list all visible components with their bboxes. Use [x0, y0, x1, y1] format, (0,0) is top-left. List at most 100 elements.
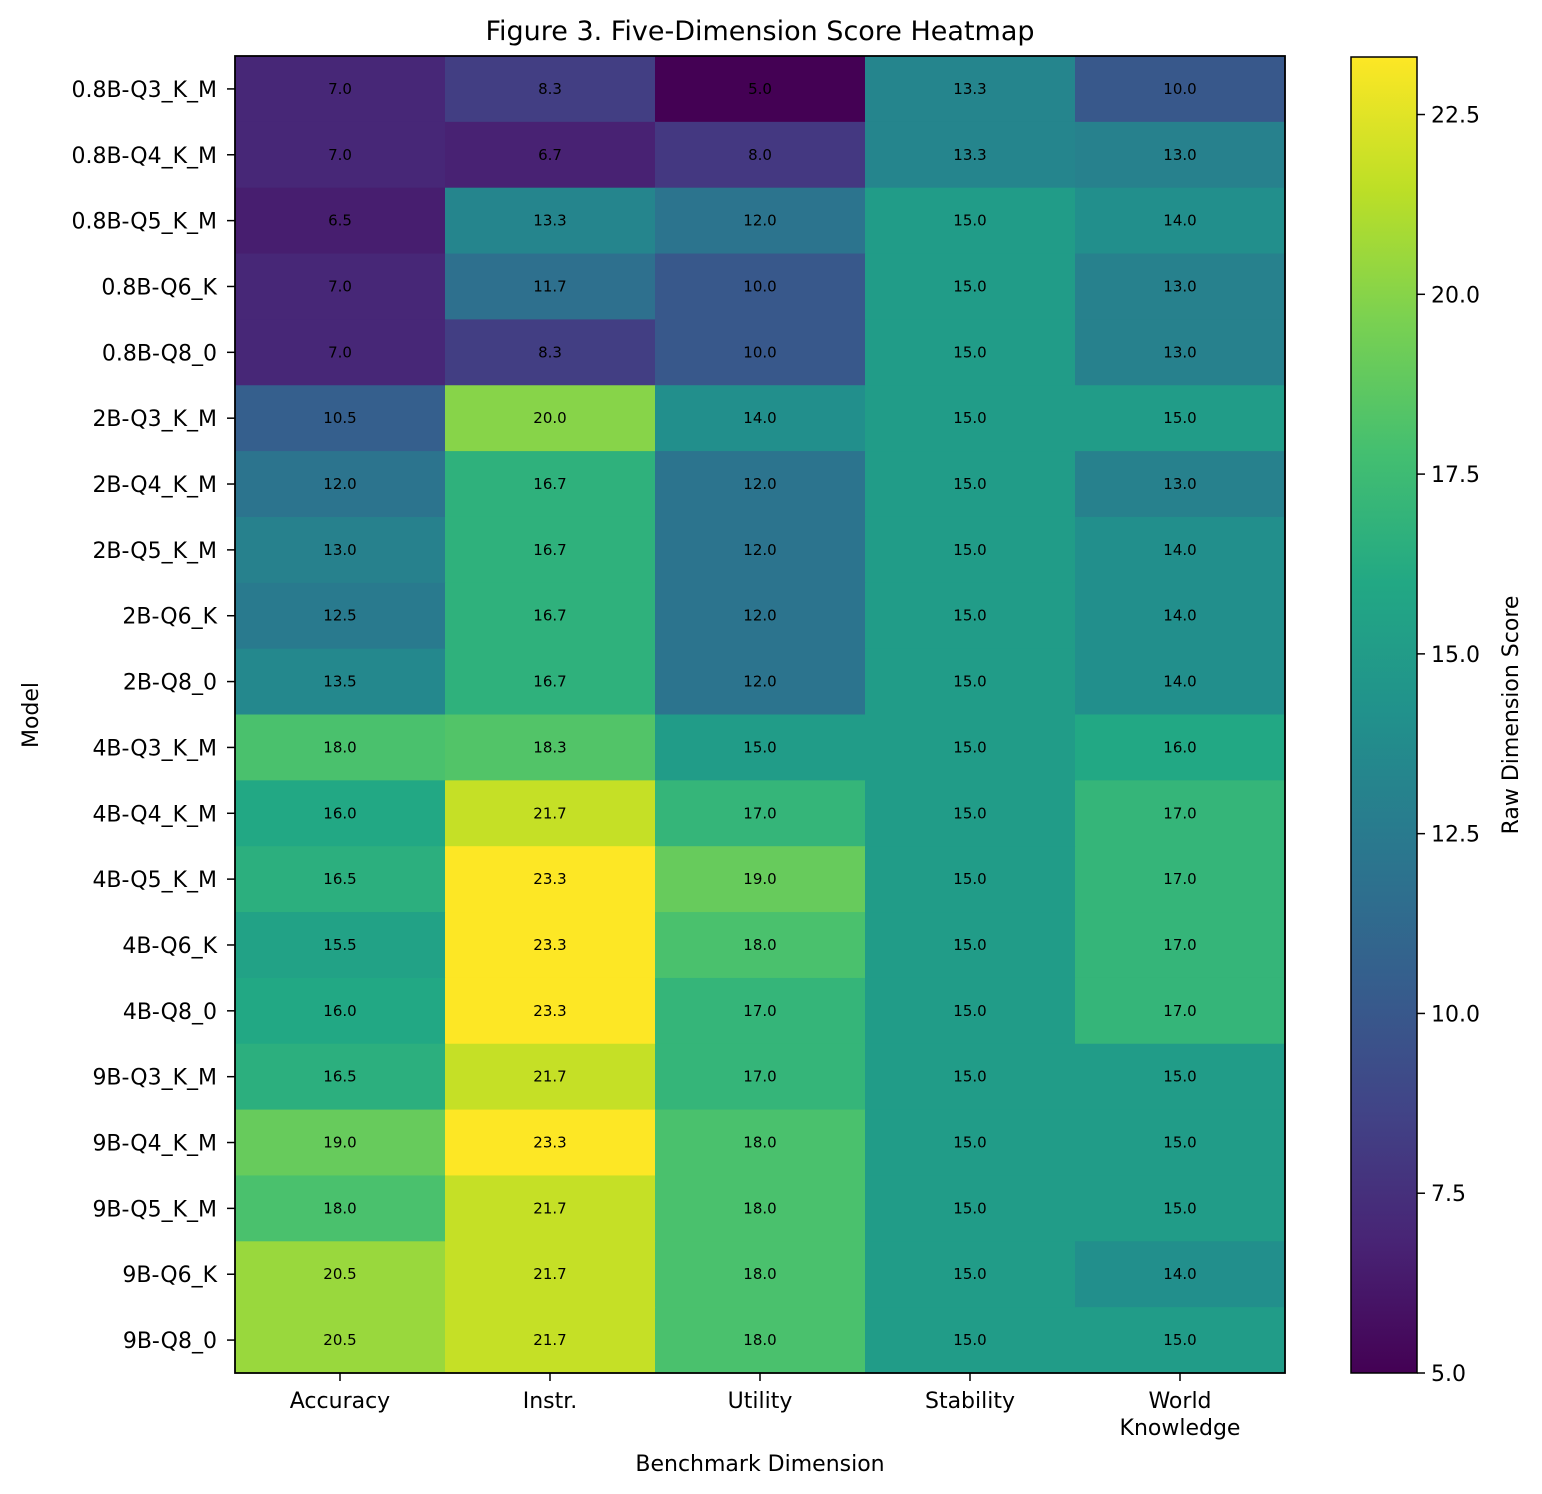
- heatmap-cell: [1075, 582, 1286, 650]
- heatmap-cell: [865, 56, 1076, 123]
- cell-value-label: 14.0: [1163, 607, 1196, 625]
- cell-value-label: 15.0: [953, 212, 986, 230]
- cell-value-label: 12.0: [743, 212, 776, 230]
- heatmap-cell: [235, 56, 446, 123]
- cell-value-label: 18.0: [743, 1265, 776, 1283]
- y-tick-label: 2B-Q8_0: [123, 671, 217, 696]
- cell-value-label: 10.0: [743, 277, 776, 295]
- cell-value-label: 12.5: [323, 607, 356, 625]
- cell-value-label: 7.0: [328, 146, 352, 164]
- cell-value-label: 13.3: [953, 80, 986, 98]
- heatmap-cell: [865, 912, 1076, 979]
- cell-value-label: 12.0: [743, 607, 776, 625]
- y-axis-label: Model: [19, 682, 44, 748]
- heatmap-cell: [235, 977, 446, 1045]
- cell-value-label: 18.3: [533, 738, 566, 756]
- colorbar-tick-label: 22.5: [1431, 104, 1480, 129]
- x-axis-ticks: Accuracy Instr. Utility Stability World Knowl…: [290, 1373, 1240, 1441]
- cell-value-label: 15.0: [953, 607, 986, 625]
- cell-value-label: 18.0: [743, 1134, 776, 1152]
- heatmap-cell: [1075, 385, 1286, 452]
- heatmap-cell: [235, 385, 446, 452]
- heatmap-cell: [445, 187, 656, 255]
- cell-value-label: 13.0: [1163, 475, 1196, 493]
- heatmap-cell: [445, 516, 656, 584]
- y-tick-label: 2B-Q3_K_M: [92, 407, 217, 432]
- cell-value-label: 16.0: [1163, 738, 1196, 756]
- cell-value-label: 13.0: [1163, 343, 1196, 361]
- x-tick-label: Accuracy: [290, 1389, 390, 1414]
- heatmap-cell: [1075, 714, 1286, 781]
- cell-value-label: 19.0: [323, 1134, 356, 1152]
- heatmap-cell: [1075, 319, 1286, 386]
- cell-value-label: 23.3: [533, 1134, 566, 1152]
- heatmap-cell: [235, 1241, 446, 1308]
- y-tick-label: 4B-Q8_0: [123, 1000, 217, 1025]
- heatmap-cell: [1075, 912, 1286, 979]
- heatmap-cell: [235, 516, 446, 584]
- cell-value-label: 19.0: [743, 870, 776, 888]
- cell-value-label: 15.0: [953, 1068, 986, 1086]
- heatmap-cell: [655, 516, 866, 584]
- cell-value-label: 14.0: [1163, 673, 1196, 691]
- cell-value-label: 5.0: [748, 80, 772, 98]
- heatmap-cell: [445, 319, 656, 386]
- heatmap-cell: [655, 187, 866, 255]
- cell-value-label: 14.0: [1163, 212, 1196, 230]
- heatmap-cell: [235, 451, 446, 518]
- heatmap-cell: [865, 121, 1076, 189]
- heatmap-cell: [1075, 1307, 1286, 1374]
- heatmap-cell: [1075, 1043, 1286, 1111]
- heatmap-cell: [655, 253, 866, 320]
- heatmap-cell: [445, 582, 656, 650]
- heatmap-cells: 7.0 8.3 5.0 13.3 10.0 7.0 6.7 8.0 13.3 13.0 6.5 13.…: [235, 56, 1286, 1374]
- cell-value-label: 16.7: [533, 541, 566, 559]
- cell-value-label: 15.0: [953, 475, 986, 493]
- heatmap-cell: [655, 56, 866, 123]
- cell-value-label: 17.0: [743, 804, 776, 822]
- heatmap-cell: [445, 780, 656, 847]
- cell-value-label: 16.5: [323, 1068, 356, 1086]
- cell-value-label: 7.0: [328, 343, 352, 361]
- colorbar-ticks: 5.0 7.5 10.0 12.5 15.0 17.5 20.0 22.5: [1417, 104, 1480, 1387]
- cell-value-label: 15.0: [743, 738, 776, 756]
- heatmap-cell: [235, 1307, 446, 1374]
- cell-value-label: 12.0: [743, 541, 776, 559]
- heatmap-cell: [655, 1175, 866, 1242]
- heatmap-cell: [865, 319, 1076, 386]
- heatmap-cell: [235, 846, 446, 913]
- colorbar-tick-label: 20.0: [1431, 283, 1480, 308]
- heatmap-cell: [445, 1307, 656, 1374]
- heatmap-cell: [655, 1043, 866, 1111]
- heatmap-cell: [235, 187, 446, 255]
- y-tick-label: 9B-Q3_K_M: [92, 1066, 217, 1091]
- cell-value-label: 17.0: [1163, 870, 1196, 888]
- cell-value-label: 13.0: [1163, 146, 1196, 164]
- y-tick-label: 0.8B-Q5_K_M: [71, 210, 217, 235]
- y-tick-label: 0.8B-Q3_K_M: [71, 78, 217, 103]
- cell-value-label: 17.0: [743, 1068, 776, 1086]
- heatmap-cell: [235, 253, 446, 320]
- cell-value-label: 6.5: [328, 212, 352, 230]
- cell-value-label: 16.5: [323, 870, 356, 888]
- cell-value-label: 7.0: [328, 277, 352, 295]
- heatmap-cell: [235, 1043, 446, 1111]
- heatmap-cell: [235, 1175, 446, 1242]
- x-tick-label: Utility: [728, 1389, 793, 1414]
- heatmap-cell: [235, 912, 446, 979]
- heatmap-cell: [655, 582, 866, 650]
- cell-value-label: 13.0: [1163, 277, 1196, 295]
- cell-value-label: 13.3: [533, 212, 566, 230]
- heatmap-cell: [1075, 253, 1286, 320]
- colorbar-tick-label: 5.0: [1431, 1362, 1466, 1387]
- heatmap-cell: [445, 714, 656, 781]
- cell-value-label: 15.0: [953, 1002, 986, 1020]
- cell-value-label: 21.7: [533, 1068, 566, 1086]
- cell-value-label: 21.7: [533, 1265, 566, 1283]
- cell-value-label: 15.0: [1163, 1199, 1196, 1217]
- cell-value-label: 23.3: [533, 870, 566, 888]
- cell-value-label: 18.0: [743, 1199, 776, 1217]
- heatmap-cell: [655, 1307, 866, 1374]
- y-tick-label: 9B-Q6_K: [122, 1263, 217, 1288]
